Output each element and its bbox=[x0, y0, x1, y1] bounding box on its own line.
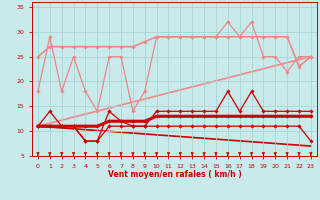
X-axis label: Vent moyen/en rafales ( km/h ): Vent moyen/en rafales ( km/h ) bbox=[108, 170, 241, 179]
